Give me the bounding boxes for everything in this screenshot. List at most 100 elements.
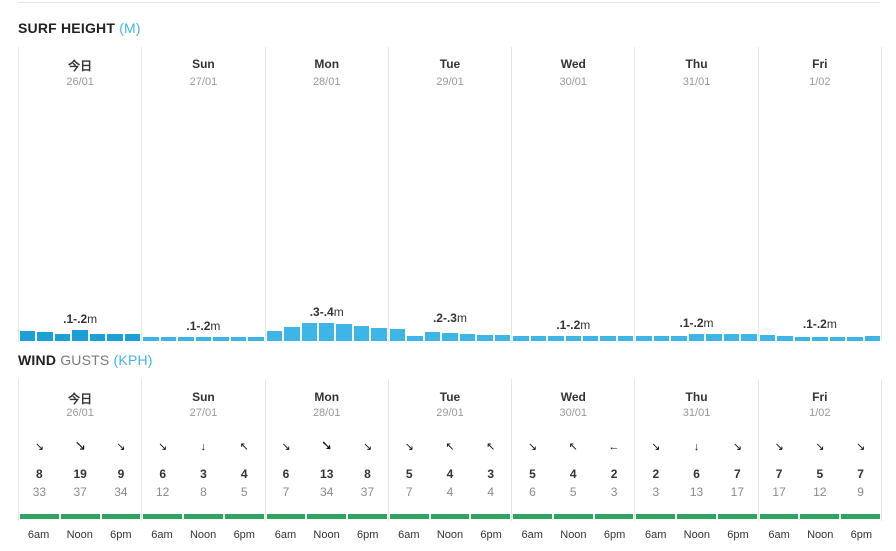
surf-day-column[interactable]: Sun 27/01 .1-.2m xyxy=(141,47,264,341)
wind-slots: ↘ 8 33 ↘ 19 37 ↘ 9 34 xyxy=(19,437,142,519)
wind-slot[interactable]: ↘ 5 12 xyxy=(799,437,840,519)
surf-bar[interactable] xyxy=(459,334,476,341)
surf-bar[interactable] xyxy=(178,336,194,341)
time-label: 6pm xyxy=(356,529,379,541)
surf-bar[interactable] xyxy=(513,335,529,341)
wind-rating-bar xyxy=(636,514,676,519)
surf-range-value: .2-.3 xyxy=(432,311,457,325)
surf-bar[interactable] xyxy=(653,335,670,341)
surf-bar[interactable] xyxy=(548,335,564,341)
surf-bar[interactable] xyxy=(600,335,616,341)
surf-day-column[interactable]: Fri 1/02 .1-.2m xyxy=(757,47,882,341)
surf-bar[interactable] xyxy=(89,334,106,341)
surf-bar[interactable] xyxy=(847,336,863,341)
wind-slot[interactable]: ↘ 19 37 xyxy=(60,437,101,519)
wind-slot[interactable]: ↘ 8 37 xyxy=(347,437,388,519)
wind-slot[interactable]: ↘ 6 12 xyxy=(142,437,183,519)
surf-bar[interactable] xyxy=(371,327,387,341)
surf-bar[interactable] xyxy=(688,334,705,341)
wind-slot[interactable]: ↘ 7 17 xyxy=(717,437,758,519)
wind-slot[interactable]: ↘ 6 7 xyxy=(266,437,307,519)
surf-day-column[interactable]: 今日 26/01 .1-.2m xyxy=(18,47,141,341)
surf-bar[interactable] xyxy=(794,336,811,341)
surf-range-unit: m xyxy=(333,305,344,319)
wind-slot[interactable]: ↘ 5 6 xyxy=(512,437,553,519)
wind-slot[interactable]: ↖ 4 4 xyxy=(430,437,471,519)
wind-day-column[interactable]: Sun 27/01 ↘ 6 12 ↓ 3 8 ↖ 4 5 xyxy=(141,379,264,521)
surf-bar[interactable] xyxy=(777,335,793,341)
surf-bar[interactable] xyxy=(336,323,352,341)
surf-bar[interactable] xyxy=(213,336,229,341)
wind-slot[interactable]: ↘ 2 3 xyxy=(635,437,676,519)
surf-bar[interactable] xyxy=(494,335,511,341)
surf-bar[interactable] xyxy=(72,329,88,341)
surf-bar[interactable] xyxy=(741,334,757,341)
surf-bar[interactable] xyxy=(230,336,247,341)
wind-speed: 7 xyxy=(857,467,864,481)
surf-bar[interactable] xyxy=(37,332,53,341)
wind-slot[interactable]: ➘ 13 34 xyxy=(306,437,347,519)
time-label: 6pm xyxy=(110,529,132,541)
surf-bar[interactable] xyxy=(284,326,300,341)
surf-day-column[interactable]: Wed 30/01 .1-.2m xyxy=(511,47,634,341)
wind-slot[interactable]: ← 2 3 xyxy=(594,437,635,519)
surf-bar[interactable] xyxy=(424,332,441,341)
surf-bar[interactable] xyxy=(353,326,370,341)
day-date: 26/01 xyxy=(66,76,94,88)
surf-bar[interactable] xyxy=(318,323,335,341)
surf-bar[interactable] xyxy=(530,335,547,341)
time-group: 6am Noon 6pm xyxy=(635,529,758,541)
surf-bar[interactable] xyxy=(812,336,828,341)
time-label: 6pm xyxy=(850,529,873,541)
wind-day-column[interactable]: Wed 30/01 ↘ 5 6 ↖ 4 5 ← 2 3 xyxy=(511,379,634,521)
surf-bar[interactable] xyxy=(160,336,177,341)
surf-bar[interactable] xyxy=(301,323,317,341)
surf-bar[interactable] xyxy=(583,335,599,341)
surf-bar[interactable] xyxy=(195,336,212,341)
surf-bar[interactable] xyxy=(565,335,581,341)
wind-gust: 12 xyxy=(155,485,170,499)
surf-bar[interactable] xyxy=(20,330,36,341)
wind-slot[interactable]: ↘ 5 7 xyxy=(389,437,430,519)
time-label: Noon xyxy=(560,529,587,541)
wind-slot[interactable]: ↓ 3 8 xyxy=(183,437,224,519)
surf-bar[interactable] xyxy=(636,335,652,341)
surf-bar[interactable] xyxy=(442,332,458,341)
surf-day-column[interactable]: Thu 31/01 .1-.2m xyxy=(634,47,757,341)
surf-bar[interactable] xyxy=(671,335,687,341)
surf-bar[interactable] xyxy=(54,333,71,341)
wind-slot[interactable]: ↖ 4 5 xyxy=(553,437,594,519)
day-date: 28/01 xyxy=(312,76,341,88)
surf-bar[interactable] xyxy=(864,335,880,341)
surf-bar[interactable] xyxy=(723,334,740,341)
surf-bar[interactable] xyxy=(143,336,159,341)
surf-bar[interactable] xyxy=(759,335,776,341)
wind-day-column[interactable]: Tue 29/01 ↘ 5 7 ↖ 4 4 ↖ 3 4 xyxy=(387,379,511,521)
surf-bar[interactable] xyxy=(389,329,406,341)
surf-bar[interactable] xyxy=(829,336,846,341)
wind-day-column[interactable]: Mon 28/01 ↘ 6 7 ➘ 13 34 ↘ 8 37 xyxy=(264,379,388,521)
wind-direction-arrow-icon: ← xyxy=(608,441,620,453)
wind-slot[interactable]: ↖ 4 5 xyxy=(224,437,265,519)
wind-day-column[interactable]: 今日 26/01 ↘ 8 33 ↘ 19 37 ↘ 9 34 xyxy=(18,379,141,521)
time-label: 6am xyxy=(27,529,50,541)
surf-day-column[interactable]: Mon 28/01 .3-.4m xyxy=(264,47,388,341)
wind-slot[interactable]: ↘ 7 9 xyxy=(840,437,881,519)
surf-day-column[interactable]: Tue 29/01 .2-.3m xyxy=(387,47,511,341)
surf-bar[interactable] xyxy=(706,334,722,341)
wind-slot[interactable]: ↘ 9 34 xyxy=(101,437,142,519)
wind-slot[interactable]: ↓ 6 13 xyxy=(676,437,717,519)
wind-day-column[interactable]: Fri 1/02 ↘ 7 17 ↘ 5 12 ↘ 7 9 xyxy=(757,379,882,521)
wind-day-column[interactable]: Thu 31/01 ↘ 2 3 ↓ 6 13 ↘ 7 17 xyxy=(634,379,757,521)
day-name: Tue xyxy=(439,57,461,71)
surf-bar[interactable] xyxy=(617,335,634,341)
surf-bar[interactable] xyxy=(107,333,123,341)
surf-bar[interactable] xyxy=(248,336,264,341)
wind-slot[interactable]: ↘ 8 33 xyxy=(19,437,60,519)
surf-bar[interactable] xyxy=(266,330,283,341)
surf-bar[interactable] xyxy=(477,335,493,341)
wind-slot[interactable]: ↖ 3 4 xyxy=(470,437,511,519)
surf-bar[interactable] xyxy=(407,335,423,341)
wind-slot[interactable]: ↘ 7 17 xyxy=(759,437,800,519)
surf-bar[interactable] xyxy=(124,334,141,341)
